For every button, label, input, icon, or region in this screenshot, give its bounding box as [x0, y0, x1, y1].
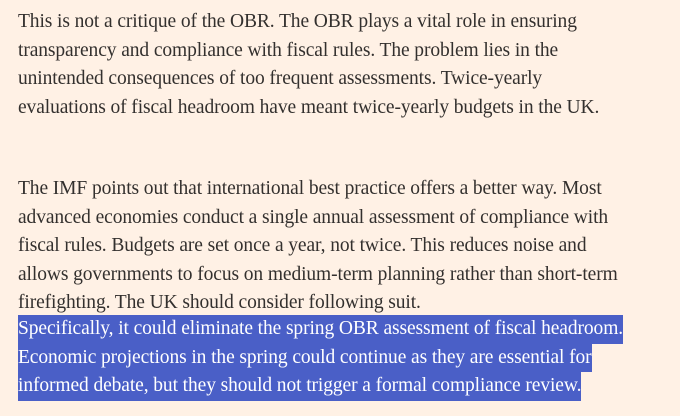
text-line: evaluations of fiscal headroom have mean…	[18, 96, 600, 118]
paragraph-selected-text[interactable]: Specifically, it could eliminate the spr…	[18, 315, 678, 401]
text-line: The IMF points out that international be…	[18, 178, 602, 199]
text-line: allows governments to focus on medium-te…	[18, 263, 618, 285]
selected-text-line[interactable]: informed debate, but they should not tri…	[18, 372, 581, 401]
paragraph-imf-best-practice: The IMF points out that international be…	[18, 175, 678, 318]
text-line: firefighting. The UK should consider fol…	[18, 292, 421, 314]
selected-text-line[interactable]: Economic projections in the spring could…	[18, 343, 592, 373]
text-line: transparency and compliance with fiscal …	[18, 39, 559, 61]
selected-text-line[interactable]: Specifically, it could eliminate the spr…	[18, 315, 623, 344]
text-line: fiscal rules. Budgets are set once a yea…	[18, 235, 587, 257]
text-line: unintended consequences of too frequent …	[18, 68, 543, 90]
paragraph-obr-critique: This is not a critique of the OBR. The O…	[18, 8, 678, 122]
text-line: advanced economies conduct a single annu…	[18, 206, 609, 228]
text-line: This is not a critique of the OBR. The O…	[18, 11, 577, 32]
